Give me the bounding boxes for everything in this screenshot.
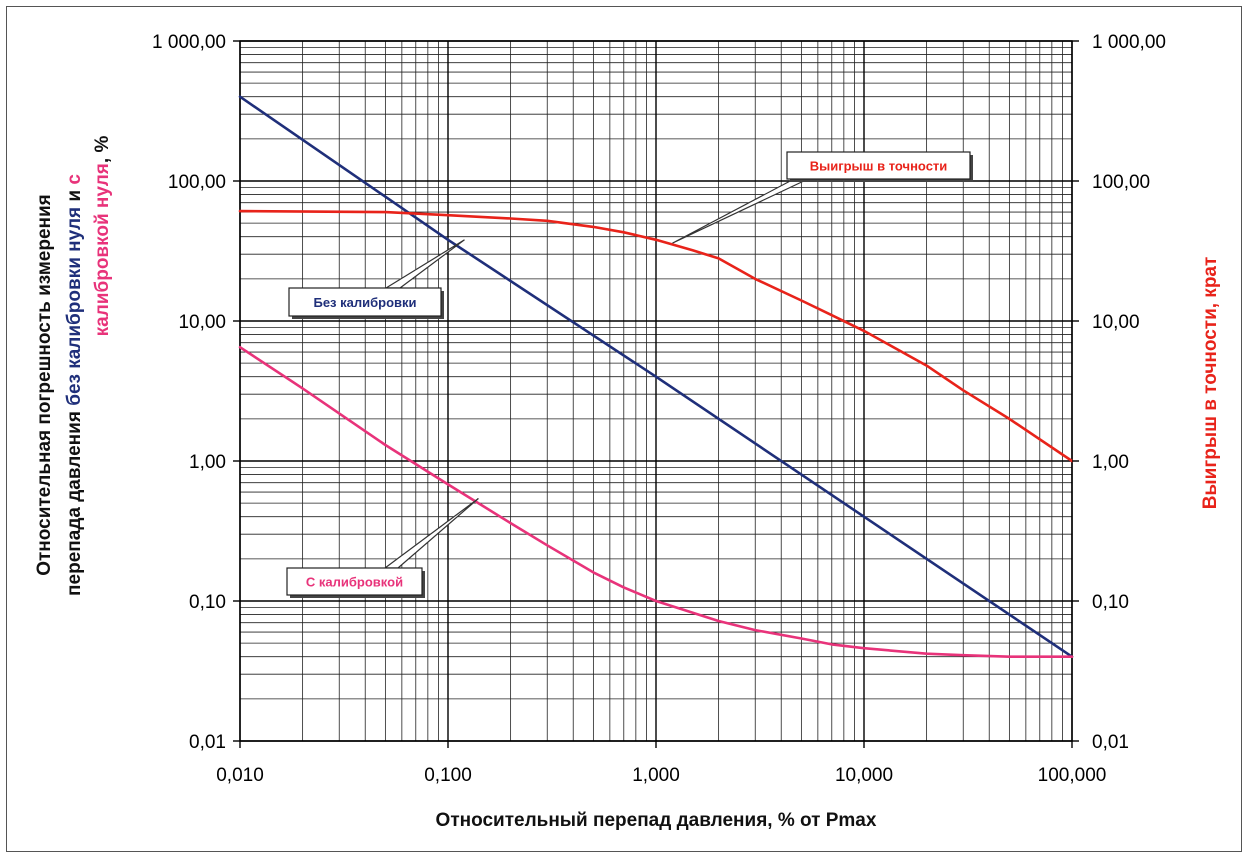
- y2-tick-label: 1 000,00: [1092, 32, 1166, 53]
- y-axis-title-line2: перепада давления без калибровки нуля и …: [64, 174, 85, 596]
- y2-tick-label: 0,01: [1092, 732, 1129, 753]
- y-axis-title-line1: Относительная погрешность измерения: [34, 194, 55, 576]
- x-tick-label: 100,000: [1038, 765, 1107, 786]
- callout-label: Без калибровки: [313, 295, 416, 310]
- y-axis-title-line2-part3: и: [64, 185, 85, 207]
- y2-tick-label: 100,00: [1092, 172, 1150, 193]
- y-tick-label: 10,00: [178, 312, 226, 333]
- y-tick-label: 1 000,00: [152, 32, 226, 53]
- callout-pointer: [383, 239, 465, 289]
- callout-box: [288, 287, 442, 317]
- y-tick-label: 0,01: [189, 732, 226, 753]
- y2-axis-title: Выигрыш в точности, крат: [1200, 257, 1221, 510]
- y2-tick-label: 10,00: [1092, 312, 1140, 333]
- callout-layer: Без калибровки С калибровкой Выигрыш в точ…: [286, 151, 973, 598]
- callout-3: Выигрыш в точности: [672, 151, 973, 244]
- series-line-3: [238, 209, 1074, 463]
- callout-label: С калибровкой: [306, 575, 403, 590]
- x-tick-label: 0,100: [424, 765, 472, 786]
- grid-major: [239, 40, 1073, 742]
- y-tick-label: 0,10: [189, 592, 226, 613]
- callout-pointer: [672, 178, 809, 244]
- callout-label: Выигрыш в точности: [810, 159, 948, 174]
- callout-2: С калибровкой: [286, 498, 479, 598]
- y2-tick-label: 1,00: [1092, 452, 1129, 473]
- x-axis-title: Относительный перепад давления, % от Pma…: [436, 810, 877, 831]
- y-tick-label: 1,00: [189, 452, 226, 473]
- x-tick-label: 1,000: [632, 765, 680, 786]
- callout-pointer: [383, 498, 479, 569]
- callout-box: [286, 567, 423, 596]
- chart-frame: [6, 6, 1242, 852]
- series-layer: [238, 95, 1074, 659]
- y-axis-title-line3: калибровкой нуля, %: [92, 136, 113, 337]
- callout-1: Без калибровки: [288, 239, 465, 319]
- y-axis-title-line3-part1: калибровкой нуля: [92, 163, 113, 336]
- series-line-1: [238, 95, 1074, 659]
- y-axis-title-line2-part1: перепада давления: [64, 406, 85, 596]
- x-tick-label: 10,000: [835, 765, 893, 786]
- y2-tick-label: 0,10: [1092, 592, 1129, 613]
- y-tick-label: 100,00: [168, 172, 226, 193]
- series-line-2: [238, 345, 1074, 659]
- ticks-layer: 0,010 0,100 1,000 10,000 100,000 0,01 0,10 1,00…: [152, 32, 1166, 786]
- x-tick-label: 0,010: [216, 765, 264, 786]
- y-axis-title-line2-part4: с: [64, 174, 85, 185]
- y-axis-title-line2-part2: без калибровки нуля: [64, 207, 85, 406]
- y-axis-title-line3-part2: , %: [92, 136, 113, 164]
- callout-box: [786, 151, 971, 180]
